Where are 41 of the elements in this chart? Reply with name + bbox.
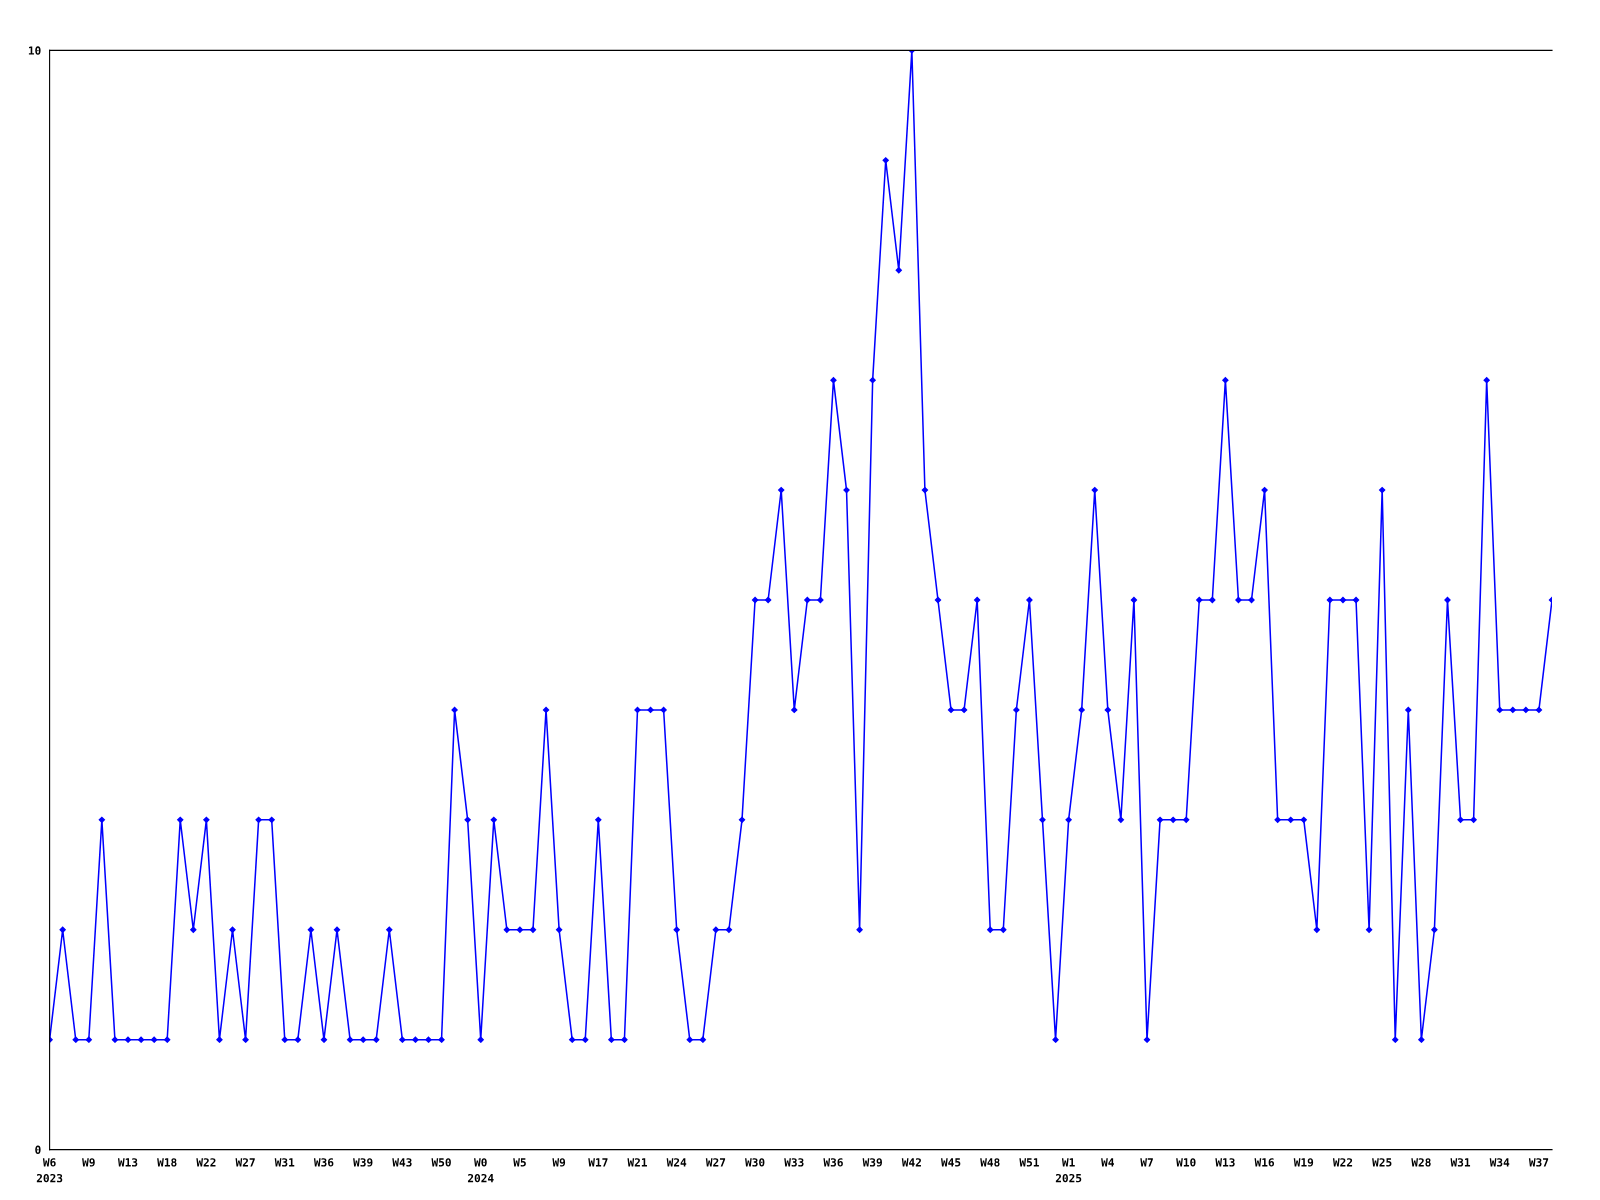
x-tick-label: W4 (1101, 1158, 1114, 1167)
x-tick-label: W30 (745, 1158, 765, 1167)
x-tick-label: W27 (705, 1158, 726, 1167)
x-tick-label: W21 (627, 1158, 647, 1167)
x-tick-label: W36 (313, 1158, 334, 1167)
x-tick-label: W13 (117, 1158, 138, 1167)
y-tick-label: 0 (35, 1145, 41, 1154)
x-tick-label: W48 (980, 1158, 1000, 1167)
x-tick-label: W28 (1411, 1158, 1431, 1167)
x-tick-label: W39 (862, 1158, 882, 1167)
x-tick-label: W45 (941, 1158, 961, 1167)
x-tick-label: W34 (1489, 1158, 1510, 1167)
x-tick-label: W7 (1140, 1158, 1153, 1167)
x-tick-label: W9 (552, 1158, 566, 1167)
x-tick-label: W27 (235, 1158, 255, 1167)
x-tick-label: W13 (1215, 1158, 1235, 1167)
x-tick-label: W22 (1332, 1158, 1353, 1167)
x-tick-label: W36 (823, 1158, 843, 1167)
x-tick-label: W25 (1372, 1158, 1392, 1167)
x-tick-label: W9 (82, 1158, 95, 1167)
x-tick-label: W50 (431, 1158, 451, 1167)
x-tick-label: W51 (1019, 1158, 1039, 1167)
x-tick-label: W24 (666, 1158, 687, 1167)
x-tick-label: W43 (392, 1158, 412, 1167)
x-tick-label: W16 (1254, 1158, 1275, 1167)
x-tick-label: W33 (784, 1158, 804, 1167)
y-tick-label: 10 (28, 46, 41, 55)
x-tick-label: W6 2023 (36, 1158, 63, 1183)
x-tick-label: W1 2025 (1055, 1158, 1082, 1183)
x-tick-label: W39 (353, 1158, 373, 1167)
x-tick-label: W31 (274, 1158, 295, 1167)
x-tick-label: W5 (513, 1158, 526, 1167)
x-tick-label: W37 (1528, 1158, 1549, 1167)
x-tick-label: W17 (588, 1158, 608, 1167)
x-tick-label: W0 2024 (467, 1158, 494, 1183)
x-tick-label: W22 (196, 1158, 216, 1167)
x-tick-label: W19 (1293, 1158, 1314, 1167)
x-tick-label: W31 (1450, 1158, 1471, 1167)
x-tick-label: W18 (157, 1158, 177, 1167)
x-tick-label: W10 (1176, 1158, 1196, 1167)
x-tick-label: W42 (901, 1158, 921, 1167)
